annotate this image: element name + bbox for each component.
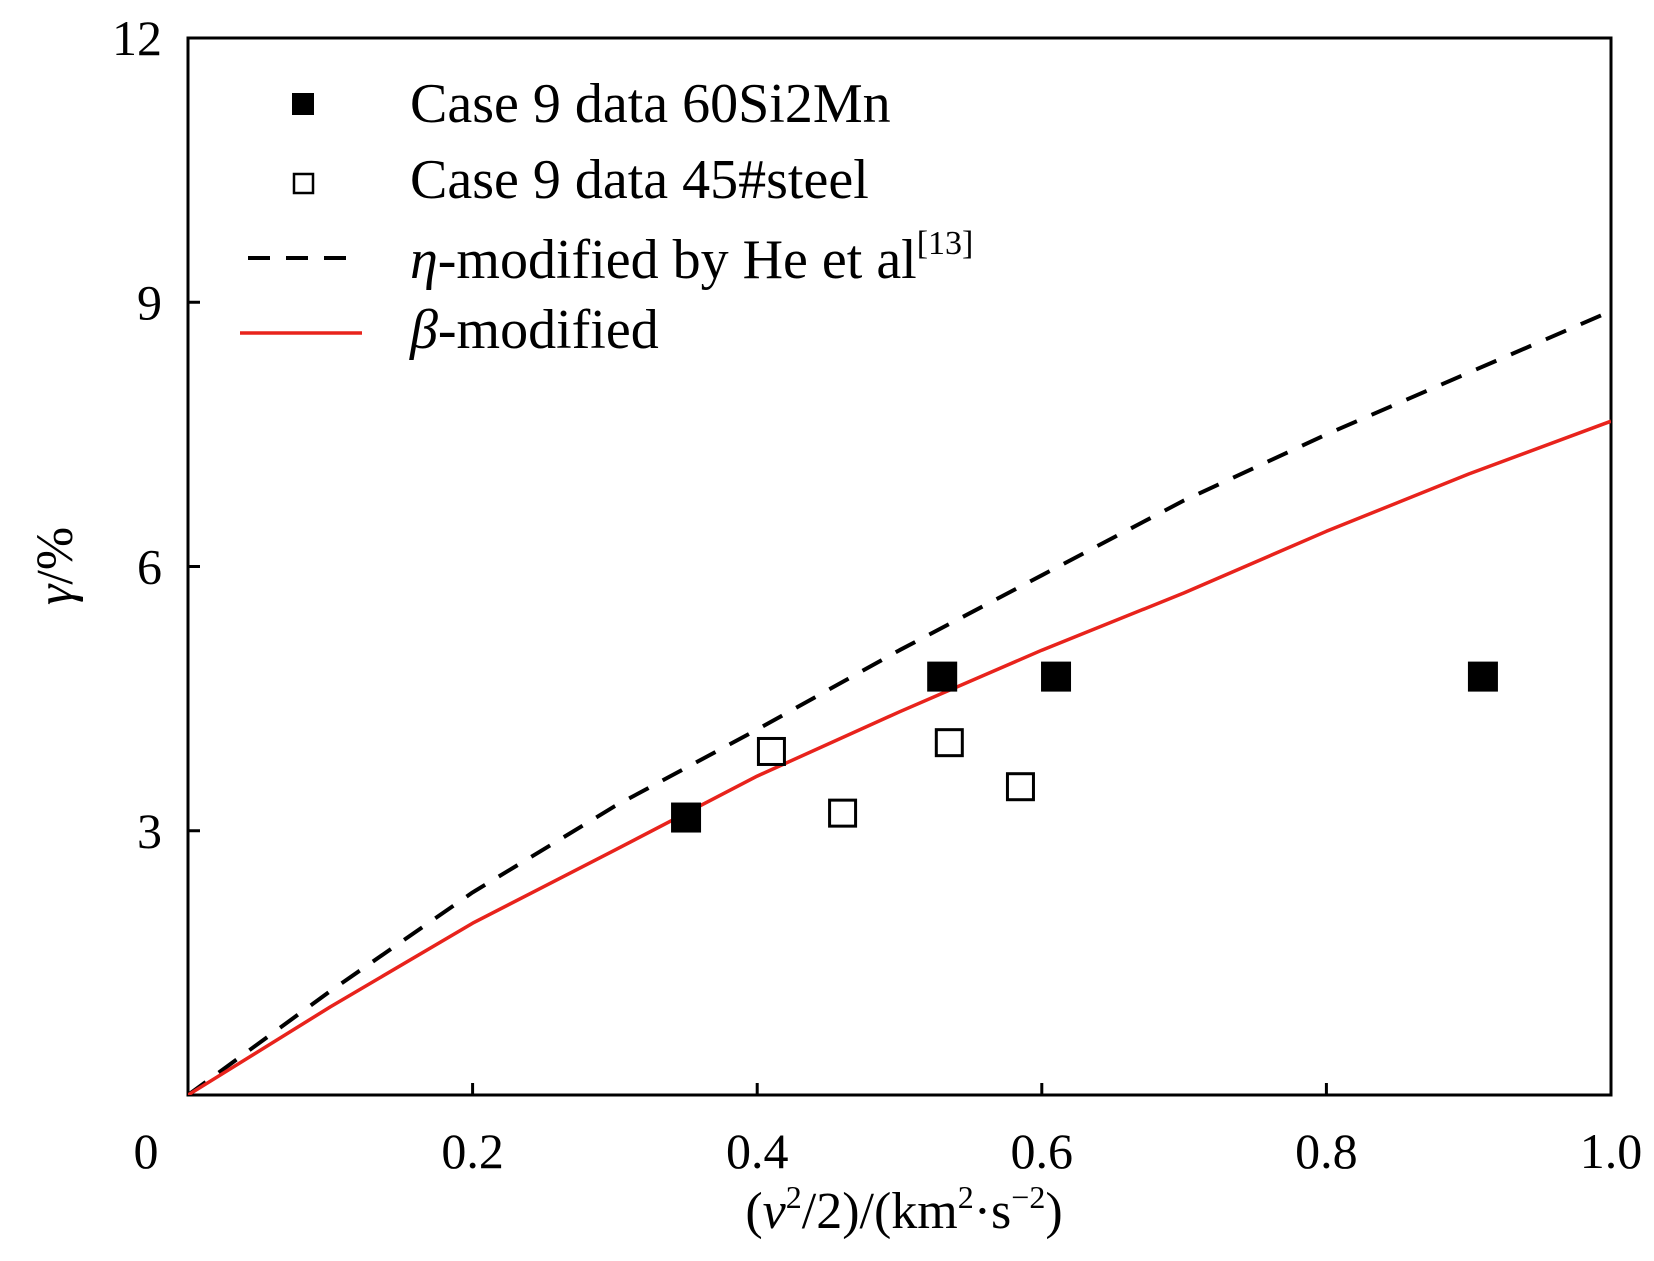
data-point-45steel bbox=[828, 798, 858, 828]
data-point-60si2mn bbox=[1041, 661, 1072, 692]
x-axis: 0.2 0.4 0.6 0.8 1.0 bbox=[441, 1083, 1642, 1179]
y-tick-label: 3 bbox=[137, 803, 162, 859]
legend: Case 9 data 60Si2Mn Case 9 data 45#steel… bbox=[240, 73, 973, 361]
eta-modified-line bbox=[188, 309, 1611, 1095]
origin-label: 0 bbox=[134, 1123, 159, 1179]
x-tick-label: 0.6 bbox=[1011, 1123, 1074, 1179]
data-point-45steel bbox=[1005, 772, 1035, 802]
legend-marker-open-square bbox=[292, 172, 315, 195]
legend-entry-45steel: Case 9 data 45#steel bbox=[410, 149, 869, 211]
x-axis-title: (v2/2)/(km2·s−2) bbox=[745, 1179, 1062, 1240]
data-point-60si2mn bbox=[927, 661, 958, 692]
x-tick-label: 0.2 bbox=[441, 1123, 504, 1179]
beta-modified-line bbox=[188, 419, 1611, 1095]
y-axis-title: γ/% bbox=[27, 527, 84, 605]
y-tick-label: 9 bbox=[137, 274, 162, 330]
x-tick-label: 0.8 bbox=[1295, 1123, 1358, 1179]
data-point-45steel bbox=[934, 728, 964, 758]
data-point-45steel bbox=[756, 736, 786, 766]
legend-entry-beta-modified: β-modified bbox=[409, 299, 659, 361]
plot-frame bbox=[186, 36, 1613, 1097]
series-lines bbox=[188, 309, 1611, 1095]
y-tick-label: 12 bbox=[112, 10, 162, 66]
legend-entry-60si2mn: Case 9 data 60Si2Mn bbox=[410, 73, 891, 135]
x-tick-label: 0.4 bbox=[726, 1123, 789, 1179]
data-point-60si2mn bbox=[1467, 661, 1498, 692]
legend-entry-eta-modified: η-modified by He et al[13] bbox=[410, 225, 973, 291]
x-tick-label: 1.0 bbox=[1580, 1123, 1643, 1179]
legend-marker-filled-square bbox=[292, 93, 314, 115]
data-point-60si2mn bbox=[671, 802, 702, 833]
y-axis: 3 6 9 12 bbox=[112, 10, 200, 859]
y-tick-label: 6 bbox=[137, 539, 162, 595]
series-markers bbox=[671, 661, 1498, 833]
